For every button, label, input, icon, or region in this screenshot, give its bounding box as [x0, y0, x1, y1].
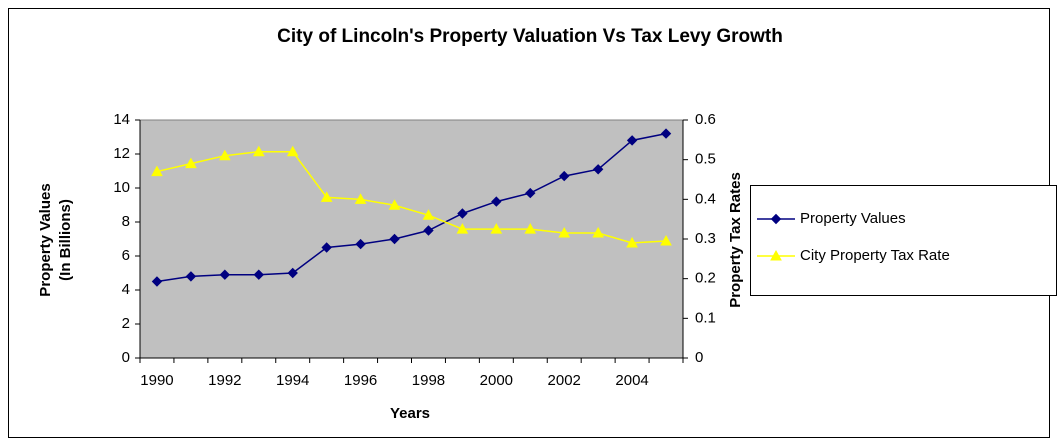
data-point [151, 165, 163, 177]
y-tick-label: 6 [122, 247, 130, 264]
plot-area [139, 119, 684, 359]
data-point [253, 269, 264, 280]
y-tick-label: 4 [122, 281, 130, 298]
data-point [287, 267, 298, 279]
data-point [185, 271, 197, 282]
data-point [219, 269, 231, 280]
y-axis-label: (In Billions) [57, 199, 74, 281]
y-tick-label: 2 [122, 315, 130, 332]
data-point [592, 164, 604, 175]
y2-tick-label: 0.1 [695, 309, 716, 326]
y-tick-label: 14 [113, 111, 130, 128]
x-tick-label: 1992 [208, 372, 241, 389]
y-tick-label: 0 [122, 349, 130, 366]
data-point [559, 170, 570, 182]
data-point [626, 135, 638, 146]
data-point [592, 227, 605, 238]
y-tick-label: 12 [113, 145, 130, 162]
data-point [151, 276, 163, 287]
series-line [156, 132, 667, 283]
data-point [321, 242, 332, 253]
legend-box [750, 185, 1057, 296]
series-line [156, 150, 667, 244]
data-point [660, 128, 672, 139]
data-point [252, 145, 265, 157]
data-point [490, 223, 503, 234]
y2-tick-label: 0 [695, 349, 703, 366]
y2-tick-label: 0.5 [695, 151, 716, 168]
y2-tick-label: 0.4 [695, 190, 716, 207]
legend-label: City Property Tax Rate [800, 247, 950, 264]
data-point [355, 238, 366, 250]
x-axis-label: Years [390, 405, 430, 422]
x-tick-label: 1990 [140, 372, 173, 389]
data-point [626, 236, 638, 248]
y2-axis-label: Property Tax Rates [727, 172, 744, 308]
data-point [423, 225, 434, 236]
y-tick-label: 10 [113, 179, 130, 196]
data-point [218, 149, 231, 161]
x-tick-label: 1994 [276, 372, 309, 389]
data-point [456, 223, 469, 234]
y2-tick-label: 0.2 [695, 270, 716, 287]
data-point [525, 187, 536, 199]
x-tick-label: 2004 [615, 372, 648, 389]
legend-marker [770, 213, 782, 225]
data-point [185, 157, 197, 169]
legend-label: Property Values [800, 210, 906, 227]
data-point [388, 199, 401, 210]
legend-marker [770, 249, 782, 261]
data-point [422, 209, 435, 220]
data-point [320, 191, 333, 202]
x-tick-label: 1996 [344, 372, 377, 389]
x-tick-label: 1998 [412, 372, 445, 389]
data-point [354, 193, 367, 204]
data-point [457, 208, 468, 219]
data-point [524, 223, 537, 234]
y2-tick-label: 0.6 [695, 111, 716, 128]
x-tick-label: 2002 [548, 372, 581, 389]
data-point [491, 196, 502, 207]
x-tick-label: 2000 [480, 372, 513, 389]
data-point [660, 234, 672, 246]
y-tick-label: 8 [122, 213, 130, 230]
y2-tick-label: 0.3 [695, 230, 716, 247]
y-axis-label: Property Values [37, 183, 54, 296]
data-point [286, 145, 299, 157]
chart-title: City of Lincoln's Property Valuation Vs … [277, 26, 783, 47]
data-point [558, 227, 571, 238]
data-point [389, 233, 400, 245]
